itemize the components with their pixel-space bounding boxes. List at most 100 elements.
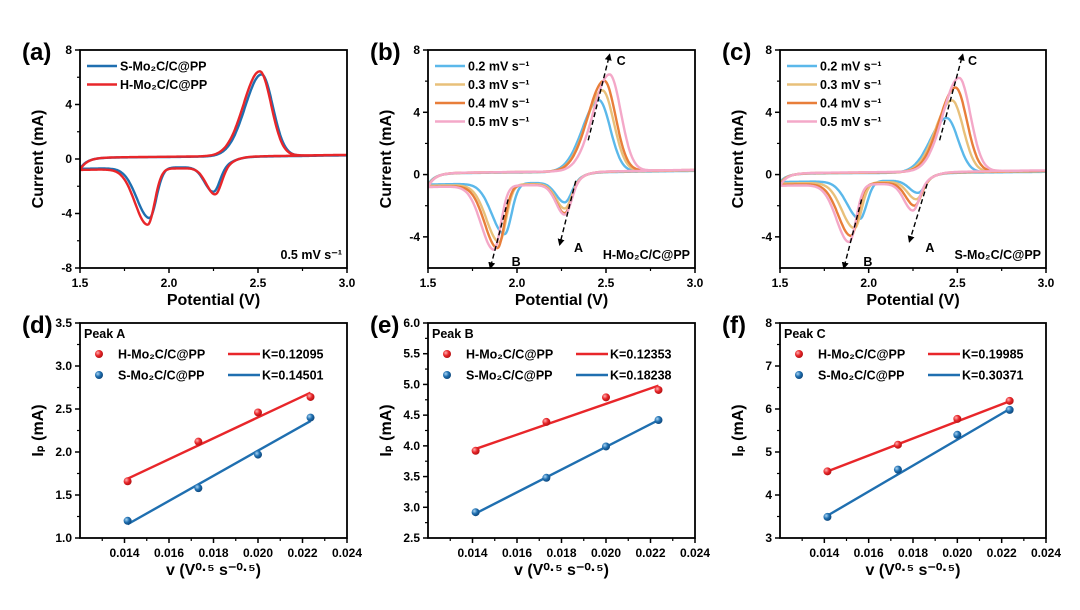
cv-curve bbox=[80, 70, 347, 226]
fit-line bbox=[826, 407, 1011, 517]
legend-label: 0.4 mV s⁻¹ bbox=[820, 97, 882, 111]
legend-marker bbox=[795, 371, 803, 379]
legend-marker bbox=[443, 350, 451, 358]
x-tick-label: 2.0 bbox=[860, 276, 877, 290]
fit-line bbox=[475, 384, 659, 451]
y-tick-label: 7 bbox=[765, 359, 772, 373]
y-tick-label: 3.5 bbox=[55, 316, 72, 330]
legend-label: H-Mo₂C/C@PP bbox=[466, 348, 553, 362]
y-tick-label: -4 bbox=[61, 207, 72, 221]
trend-arrow bbox=[488, 199, 509, 270]
x-tick-label: 0.018 bbox=[198, 546, 228, 560]
legend-fit-label: K=0.12095 bbox=[262, 348, 324, 362]
y-tick-label: 6 bbox=[765, 402, 772, 416]
plot-area bbox=[123, 391, 315, 526]
legend-fit-label: K=0.12353 bbox=[610, 348, 672, 362]
fit-line bbox=[127, 419, 312, 526]
y-tick-label: 1.5 bbox=[55, 488, 72, 502]
y-tick-label: -4 bbox=[409, 230, 420, 244]
legend-label: S-Mo₂C/C@PP bbox=[466, 369, 553, 383]
y-tick-label: 8 bbox=[65, 43, 72, 57]
panel-label: (a) bbox=[22, 39, 51, 66]
peak-label: B bbox=[512, 255, 521, 269]
x-tick-label: 3.0 bbox=[339, 276, 356, 290]
y-tick-label: 4 bbox=[413, 105, 420, 119]
x-tick-label: 2.5 bbox=[250, 276, 267, 290]
x-tick-label: 3.0 bbox=[1038, 276, 1055, 290]
x-axis-label: v (V⁰·⁵ s⁻⁰·⁵) bbox=[166, 562, 261, 579]
y-tick-label: 4 bbox=[765, 105, 772, 119]
data-point bbox=[893, 465, 902, 474]
y-axis-label: Iₚ (mA) bbox=[30, 404, 47, 456]
plot-area bbox=[80, 70, 347, 226]
y-axis-label: Current (mA) bbox=[730, 110, 747, 209]
panel-title: Peak A bbox=[84, 327, 125, 341]
y-tick-label: 0 bbox=[765, 168, 772, 182]
y-tick-label: 3 bbox=[765, 531, 772, 545]
panel-label: (c) bbox=[722, 39, 751, 66]
data-point bbox=[123, 516, 132, 525]
panel-annotation: S-Mo₂C/C@PP bbox=[955, 248, 1042, 262]
x-tick-label: 0.020 bbox=[591, 546, 621, 560]
y-axis-label: Current (mA) bbox=[378, 110, 395, 209]
y-tick-label: 6.0 bbox=[403, 316, 420, 330]
plot-frame bbox=[427, 49, 696, 269]
panel-title: Peak C bbox=[784, 327, 826, 341]
data-point bbox=[306, 413, 315, 422]
x-tick-label: 0.014 bbox=[457, 546, 487, 560]
x-tick-label: 0.024 bbox=[1031, 546, 1061, 560]
y-tick-label: 4 bbox=[765, 488, 772, 502]
y-axis-label: Current (mA) bbox=[30, 110, 47, 209]
x-tick-label: 3.0 bbox=[687, 276, 704, 290]
panel-label: (d) bbox=[22, 312, 53, 339]
legend-label: 0.5 mV s⁻¹ bbox=[468, 115, 530, 129]
legend-label: 0.2 mV s⁻¹ bbox=[820, 60, 882, 74]
y-tick-label: 4.0 bbox=[403, 439, 420, 453]
panel-a: 1.5 2.0 2.5 3.0 -8 -4 0 4 8 Potential (V) Current … bbox=[22, 39, 356, 309]
x-tick-label: 0.014 bbox=[809, 546, 839, 560]
legend-label: 0.3 mV s⁻¹ bbox=[468, 78, 530, 92]
x-tick-label: 0.024 bbox=[680, 546, 710, 560]
trend-arrow bbox=[841, 199, 863, 270]
x-tick-label: 0.016 bbox=[502, 546, 532, 560]
cv-curve bbox=[428, 73, 695, 251]
y-tick-label: 8 bbox=[413, 43, 420, 57]
data-point bbox=[823, 512, 832, 521]
legend-fit-label: K=0.30371 bbox=[962, 369, 1024, 383]
panel-e: 0.014 0.016 0.018 0.020 0.022 0.024 2.5 3.0 3.5 4… bbox=[370, 312, 710, 579]
panel-label: (e) bbox=[370, 312, 399, 339]
data-point bbox=[123, 477, 132, 486]
x-tick-label: 2.5 bbox=[949, 276, 966, 290]
legend-label: H-Mo₂C/C@PP bbox=[120, 78, 207, 92]
plot-frame bbox=[79, 322, 348, 539]
data-point bbox=[542, 417, 551, 426]
y-tick-label: 3.0 bbox=[55, 359, 72, 373]
y-tick-label: 8 bbox=[765, 43, 772, 57]
x-axis-label: Potential (V) bbox=[167, 292, 260, 309]
plot-area bbox=[471, 384, 663, 517]
panel-label: (f) bbox=[722, 312, 746, 339]
panel-f: 0.014 0.016 0.018 0.020 0.022 0.024 3 4 5 6 7 8 v (V… bbox=[722, 312, 1061, 579]
plot-frame bbox=[779, 322, 1047, 539]
data-point bbox=[194, 437, 203, 446]
y-tick-label: -8 bbox=[61, 261, 72, 275]
x-tick-label: 2.0 bbox=[161, 276, 178, 290]
x-axis-label: Potential (V) bbox=[866, 292, 959, 309]
y-tick-label: 5 bbox=[765, 445, 772, 459]
cv-curve bbox=[80, 73, 347, 220]
plot-frame bbox=[427, 322, 696, 539]
data-point bbox=[1005, 396, 1014, 405]
legend-label: S-Mo₂C/C@PP bbox=[118, 369, 205, 383]
data-point bbox=[953, 430, 962, 439]
x-tick-label: 0.018 bbox=[898, 546, 928, 560]
x-tick-label: 1.5 bbox=[420, 276, 437, 290]
x-tick-label: 2.5 bbox=[598, 276, 615, 290]
data-point bbox=[254, 450, 262, 459]
data-point bbox=[893, 440, 902, 449]
x-tick-label: 0.018 bbox=[546, 546, 576, 560]
y-tick-label: 2.5 bbox=[55, 402, 72, 416]
y-tick-label: 5.5 bbox=[403, 347, 420, 361]
legend-label: H-Mo₂C/C@PP bbox=[118, 348, 205, 362]
y-tick-label: 4 bbox=[65, 98, 72, 112]
